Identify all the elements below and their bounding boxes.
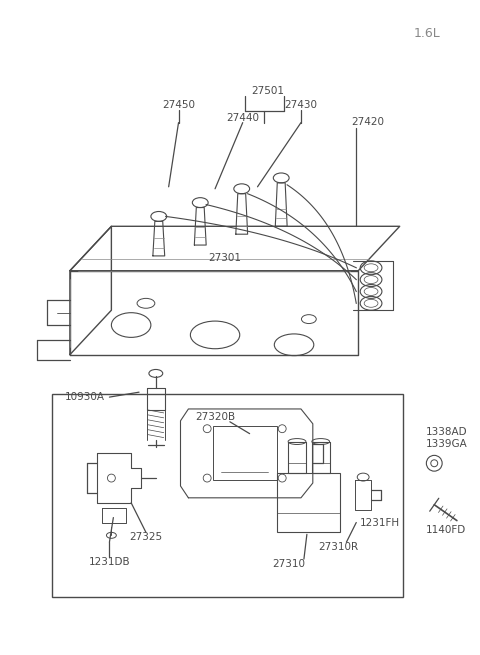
Text: 27301: 27301 <box>208 253 241 263</box>
Text: 27501: 27501 <box>251 86 284 96</box>
Text: 27430: 27430 <box>285 100 317 110</box>
Text: 27310R: 27310R <box>318 542 359 552</box>
Text: 1140FD: 1140FD <box>425 525 466 535</box>
Bar <box>213 426 277 480</box>
Text: 10930A: 10930A <box>64 392 105 402</box>
Text: 27420: 27420 <box>352 117 384 126</box>
Text: 1338AD: 1338AD <box>425 426 467 437</box>
Text: 1231FH: 1231FH <box>360 517 400 527</box>
Bar <box>52 394 403 597</box>
Text: 1339GA: 1339GA <box>425 438 467 449</box>
Bar <box>277 473 340 533</box>
Text: 27310: 27310 <box>273 559 306 569</box>
Text: 27440: 27440 <box>226 113 259 122</box>
Text: 27325: 27325 <box>130 533 163 542</box>
Text: 1.6L: 1.6L <box>414 28 441 40</box>
Text: 27320B: 27320B <box>195 412 235 422</box>
Text: 27450: 27450 <box>162 100 195 110</box>
Text: 1231DB: 1231DB <box>89 557 130 567</box>
